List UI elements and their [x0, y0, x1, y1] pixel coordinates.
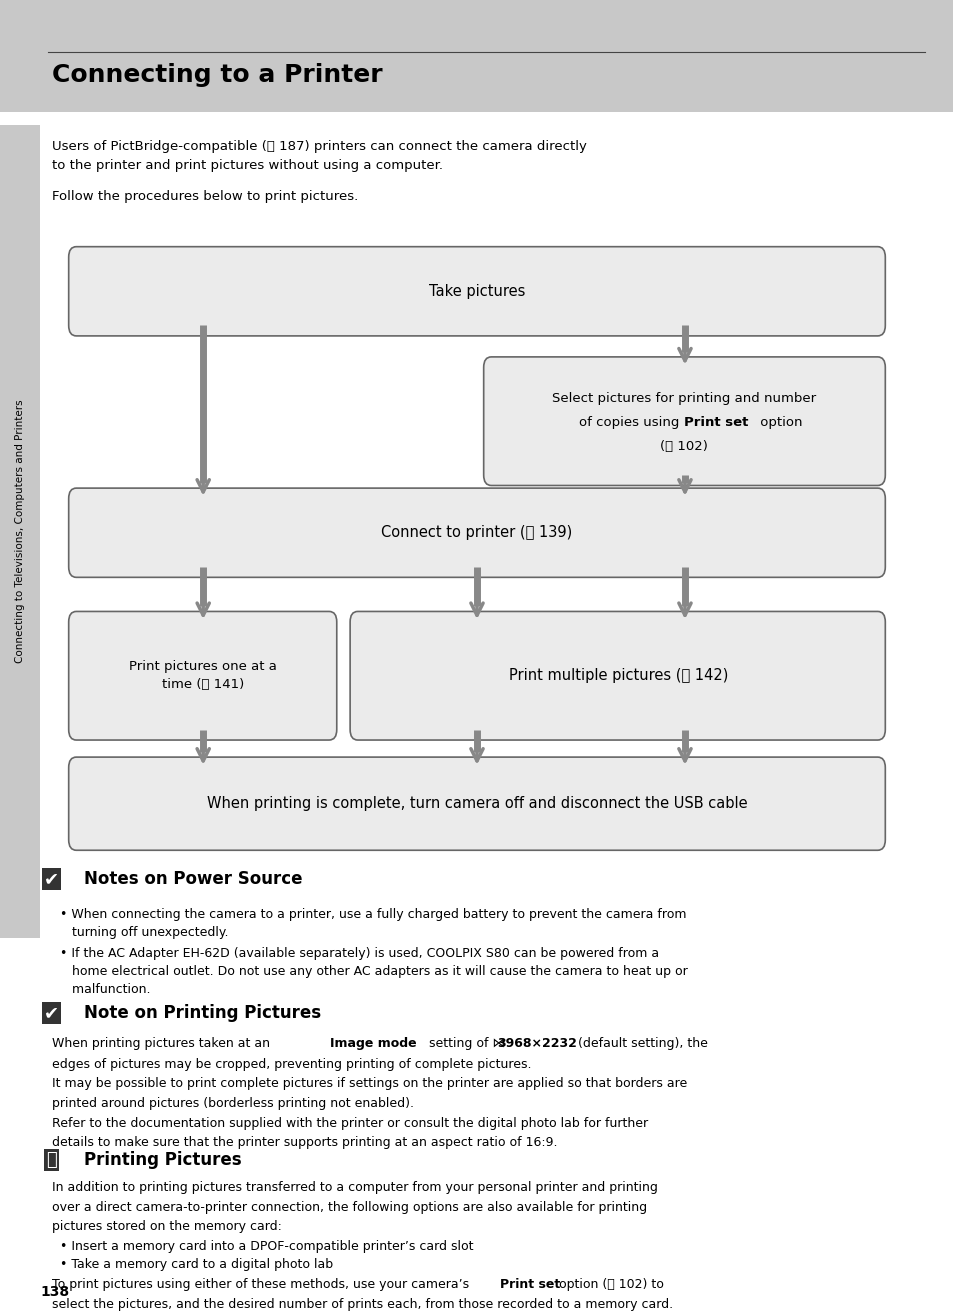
- Text: • When connecting the camera to a printer, use a fully charged battery to preven: • When connecting the camera to a printe…: [60, 908, 686, 940]
- FancyBboxPatch shape: [69, 487, 884, 577]
- Text: ✔: ✔: [44, 1004, 59, 1022]
- Text: Connect to printer (⧉ 139): Connect to printer (⧉ 139): [381, 526, 572, 540]
- FancyBboxPatch shape: [69, 611, 336, 740]
- Text: over a direct camera-to-printer connection, the following options are also avail: over a direct camera-to-printer connecti…: [52, 1201, 647, 1214]
- Text: When printing is complete, turn camera off and disconnect the USB cable: When printing is complete, turn camera o…: [207, 796, 746, 811]
- Text: Print set: Print set: [499, 1279, 559, 1292]
- Text: 3968×2232: 3968×2232: [497, 1037, 577, 1050]
- Text: Print pictures one at a
time (⧉ 141): Print pictures one at a time (⧉ 141): [129, 660, 277, 691]
- FancyBboxPatch shape: [350, 611, 884, 740]
- Text: select the pictures, and the desired number of prints each, from those recorded : select the pictures, and the desired num…: [52, 1298, 673, 1310]
- Text: option (⧉ 102) to: option (⧉ 102) to: [555, 1279, 663, 1292]
- Text: (default setting), the: (default setting), the: [574, 1037, 707, 1050]
- Text: Users of PictBridge-compatible (⧉ 187) printers can connect the camera directly
: Users of PictBridge-compatible (⧉ 187) p…: [52, 141, 587, 172]
- Text: Image mode: Image mode: [330, 1037, 416, 1050]
- Text: Print set: Print set: [683, 417, 747, 428]
- Text: of copies using: of copies using: [578, 417, 683, 428]
- Text: • Take a memory card to a digital photo lab: • Take a memory card to a digital photo …: [60, 1259, 333, 1272]
- Text: Note on Printing Pictures: Note on Printing Pictures: [84, 1004, 321, 1022]
- Text: Refer to the documentation supplied with the printer or consult the digital phot: Refer to the documentation supplied with…: [52, 1117, 648, 1130]
- Text: option: option: [755, 417, 801, 428]
- Text: Print multiple pictures (⧉ 142): Print multiple pictures (⧉ 142): [508, 669, 727, 683]
- Text: Connecting to a Printer: Connecting to a Printer: [52, 63, 383, 87]
- Text: ⌕: ⌕: [46, 1151, 57, 1169]
- Text: setting of ⋈: setting of ⋈: [424, 1037, 508, 1050]
- Text: In addition to printing pictures transferred to a computer from your personal pr: In addition to printing pictures transfe…: [52, 1181, 658, 1194]
- Text: Printing Pictures: Printing Pictures: [84, 1151, 241, 1169]
- Text: pictures stored on the memory card:: pictures stored on the memory card:: [52, 1221, 282, 1234]
- Text: Connecting to Televisions, Computers and Printers: Connecting to Televisions, Computers and…: [15, 399, 25, 664]
- Text: It may be possible to print complete pictures if settings on the printer are app: It may be possible to print complete pic…: [52, 1077, 687, 1091]
- Text: Take pictures: Take pictures: [428, 284, 525, 298]
- Text: Notes on Power Source: Notes on Power Source: [84, 870, 302, 888]
- Text: 138: 138: [40, 1285, 70, 1300]
- FancyBboxPatch shape: [69, 757, 884, 850]
- Text: To print pictures using either of these methods, use your camera’s: To print pictures using either of these …: [52, 1279, 473, 1292]
- FancyBboxPatch shape: [0, 0, 953, 112]
- FancyBboxPatch shape: [69, 247, 884, 336]
- Text: details to make sure that the printer supports printing at an aspect ratio of 16: details to make sure that the printer su…: [52, 1137, 558, 1150]
- Text: • If the AC Adapter EH-62D (available separately) is used, COOLPIX S80 can be po: • If the AC Adapter EH-62D (available se…: [60, 947, 687, 996]
- Text: • Insert a memory card into a DPOF-compatible printer’s card slot: • Insert a memory card into a DPOF-compa…: [60, 1240, 473, 1254]
- Text: When printing pictures taken at an: When printing pictures taken at an: [52, 1037, 274, 1050]
- FancyBboxPatch shape: [483, 357, 884, 485]
- Text: (⧉ 102): (⧉ 102): [659, 440, 707, 452]
- Text: edges of pictures may be cropped, preventing printing of complete pictures.: edges of pictures may be cropped, preven…: [52, 1058, 532, 1071]
- Text: Follow the procedures below to print pictures.: Follow the procedures below to print pic…: [52, 191, 358, 204]
- Text: printed around pictures (borderless printing not enabled).: printed around pictures (borderless prin…: [52, 1097, 414, 1110]
- FancyBboxPatch shape: [0, 125, 40, 938]
- Text: ✔: ✔: [44, 870, 59, 888]
- Text: Select pictures for printing and number: Select pictures for printing and number: [552, 393, 815, 406]
